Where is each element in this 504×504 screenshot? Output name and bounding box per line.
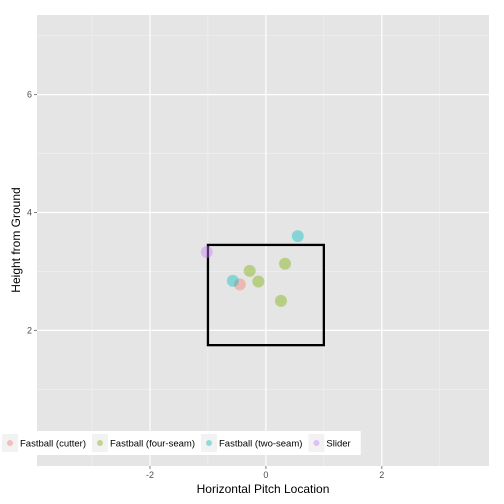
axis-ticks: -2 0 2 2 4 6 <box>27 90 384 480</box>
strike-zone-box <box>206 243 325 347</box>
legend-key <box>2 434 18 452</box>
legend-key-dot <box>313 440 320 446</box>
legend-key <box>201 434 217 452</box>
x-tick-label: 0 <box>263 470 268 480</box>
grid-lines <box>37 15 489 466</box>
legend-label: Fastball (two-seam) <box>219 439 302 450</box>
pitch-point <box>200 245 213 258</box>
pitch-point <box>291 230 304 243</box>
pitch-point <box>233 278 246 291</box>
plot-panel <box>37 15 489 466</box>
y-tick-label: 2 <box>27 325 32 335</box>
strike-zone-layer <box>206 243 325 347</box>
x-tick-label: -2 <box>146 470 154 480</box>
legend-label: Slider <box>326 439 350 450</box>
y-tick-label: 6 <box>27 90 32 100</box>
pitch-point <box>226 274 239 287</box>
legend-key-dot <box>206 440 212 446</box>
legend-key-dot <box>7 440 13 446</box>
legend-background <box>0 431 361 455</box>
legend-label: Fastball (four-seam) <box>110 439 195 450</box>
pitch-point <box>243 264 256 277</box>
legend: Fastball (cutter) Fastball (four-seam) Fas… <box>0 431 361 455</box>
pitch-point <box>252 275 265 288</box>
legend-key-dot <box>97 440 103 446</box>
legend-key <box>92 434 108 452</box>
y-tick-label: 4 <box>27 207 32 217</box>
pitch-point <box>279 257 292 270</box>
y-axis-title: Height from Ground <box>9 187 23 292</box>
legend-key <box>308 434 325 452</box>
data-points <box>200 230 304 307</box>
legend-label: Fastball (cutter) <box>20 439 86 450</box>
x-tick-label: 2 <box>379 470 384 480</box>
pitch-point <box>274 294 287 307</box>
x-axis-title: Horizontal Pitch Location <box>197 482 330 496</box>
